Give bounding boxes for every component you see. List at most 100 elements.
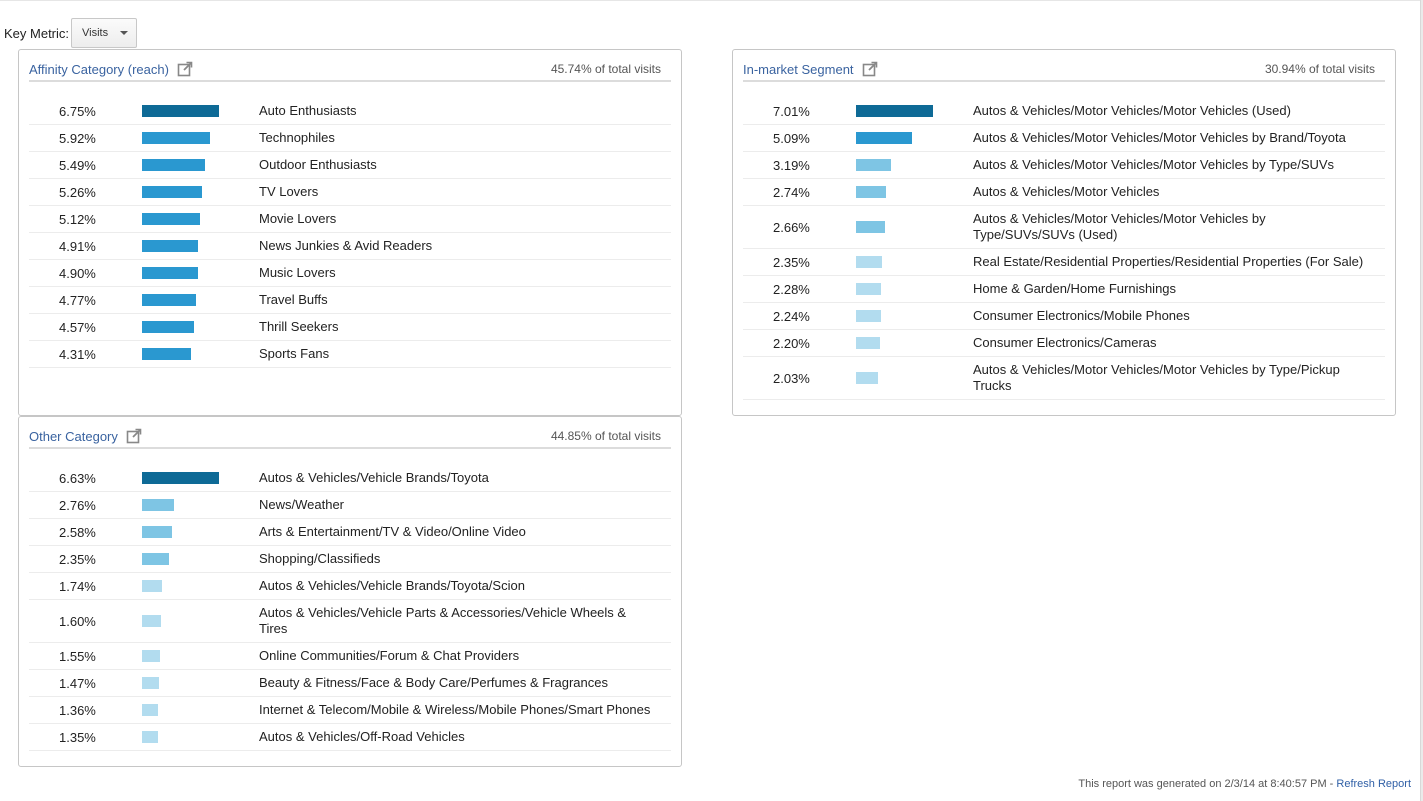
inmarket-panel-title[interactable]: In-market Segment (743, 61, 854, 77)
list-item: 5.09% Autos & Vehicles/Motor Vehicles/Mot… (743, 125, 1385, 152)
row-percentage: 1.36% (59, 702, 96, 718)
bar-track (142, 650, 259, 662)
row-label: Beauty & Fitness/Face & Body Care/Perfum… (259, 675, 608, 690)
percentage-bar (856, 337, 880, 349)
external-link-icon[interactable] (177, 61, 193, 77)
list-item: 1.35% Autos & Vehicles/Off-Road Vehicles (29, 724, 671, 751)
bar-track (142, 677, 259, 689)
bar-track (142, 472, 259, 484)
list-item: 1.36% Internet & Telecom/Mobile & Wireles… (29, 697, 671, 724)
list-item: 5.92% Technophiles (29, 125, 671, 152)
row-label: Outdoor Enthusiasts (259, 157, 377, 172)
list-item: 1.74% Autos & Vehicles/Vehicle Brands/Toy… (29, 573, 671, 600)
row-percentage: 4.91% (59, 238, 96, 254)
row-percentage: 4.31% (59, 346, 96, 362)
percentage-bar (142, 159, 205, 171)
row-label: Shopping/Classifieds (259, 551, 381, 566)
bar-track (142, 553, 259, 565)
percentage-bar (856, 105, 933, 117)
row-label: Autos & Vehicles/Motor Vehicles/Motor Ve… (973, 103, 1291, 118)
bar-track (142, 348, 259, 360)
percentage-bar (142, 240, 198, 252)
report-footer: This report was generated on 2/3/14 at 8… (1078, 778, 1411, 790)
bar-track (142, 132, 259, 144)
bar-track (142, 704, 259, 716)
percentage-bar (856, 283, 881, 295)
row-label: Autos & Vehicles/Motor Vehicles/Motor Ve… (973, 362, 1340, 393)
row-percentage: 2.35% (773, 254, 810, 270)
list-item: 6.75% Auto Enthusiasts (29, 98, 671, 125)
row-percentage: 4.77% (59, 292, 96, 308)
external-link-icon[interactable] (126, 428, 142, 444)
bar-track (856, 256, 973, 268)
external-link-icon[interactable] (862, 61, 878, 77)
other-panel-title[interactable]: Other Category (29, 428, 118, 444)
list-item: 6.63% Autos & Vehicles/Vehicle Brands/Toy… (29, 465, 671, 492)
percentage-bar (856, 372, 878, 384)
affinity-total-visits: 45.74% of total visits (550, 62, 661, 76)
list-item: 4.31% Sports Fans (29, 341, 671, 368)
row-percentage: 7.01% (773, 103, 810, 119)
bar-track (142, 499, 259, 511)
row-percentage: 5.92% (59, 130, 96, 146)
list-item: 5.12% Movie Lovers (29, 206, 671, 233)
row-label: News/Weather (259, 497, 345, 512)
bar-track (856, 159, 973, 171)
percentage-bar (856, 310, 881, 322)
row-label: Autos & Vehicles/Vehicle Parts & Accesso… (259, 605, 627, 636)
percentage-bar (142, 499, 174, 511)
percentage-bar (142, 348, 191, 360)
row-label: Consumer Electronics/Mobile Phones (973, 308, 1190, 323)
row-label: Thrill Seekers (259, 319, 339, 334)
generated-timestamp: This report was generated on 2/3/14 at 8… (1078, 778, 1337, 790)
percentage-bar (856, 221, 885, 233)
other-rows: 6.63% Autos & Vehicles/Vehicle Brands/Toy… (29, 465, 671, 751)
inmarket-rows: 7.01% Autos & Vehicles/Motor Vehicles/Mot… (743, 98, 1385, 400)
row-percentage: 6.75% (59, 103, 96, 119)
row-label: Internet & Telecom/Mobile & Wireless/Mob… (259, 702, 651, 717)
affinity-panel-title[interactable]: Affinity Category (reach) (29, 61, 169, 77)
row-percentage: 1.60% (59, 613, 96, 629)
key-metric-control: Key Metric: Visits (4, 18, 138, 48)
percentage-bar (142, 294, 196, 306)
affinity-rows: 6.75% Auto Enthusiasts 5.92% Technophiles 5.… (29, 98, 671, 368)
row-label: Autos & Vehicles/Motor Vehicles/Motor Ve… (973, 211, 1266, 242)
row-percentage: 2.20% (773, 335, 810, 351)
row-percentage: 2.28% (773, 281, 810, 297)
percentage-bar (142, 213, 200, 225)
panel-header: In-market Segment 30.94% of total visits (743, 58, 1385, 82)
refresh-report-link[interactable]: Refresh Report (1336, 778, 1411, 790)
list-item: 3.19% Autos & Vehicles/Motor Vehicles/Mot… (743, 152, 1385, 179)
bar-track (856, 221, 973, 233)
list-item: 5.49% Outdoor Enthusiasts (29, 152, 671, 179)
percentage-bar (142, 704, 158, 716)
list-item: 2.74% Autos & Vehicles/Motor Vehicles (743, 179, 1385, 206)
other-total-visits: 44.85% of total visits (550, 429, 661, 443)
percentage-bar (142, 105, 219, 117)
bar-track (142, 213, 259, 225)
row-label: Sports Fans (259, 346, 330, 361)
percentage-bar (142, 526, 172, 538)
row-percentage: 1.55% (59, 648, 96, 664)
list-item: 7.01% Autos & Vehicles/Motor Vehicles/Mot… (743, 98, 1385, 125)
row-label: TV Lovers (259, 184, 319, 199)
in-market-segment-panel: In-market Segment 30.94% of total visits… (732, 49, 1396, 416)
row-label: Online Communities/Forum & Chat Provider… (259, 648, 520, 663)
list-item: 2.03% Autos & Vehicles/Motor Vehicles/Mot… (743, 357, 1385, 400)
list-item: 2.66% Autos & Vehicles/Motor Vehicles/Mot… (743, 206, 1385, 249)
row-percentage: 6.63% (59, 470, 96, 486)
list-item: 1.47% Beauty & Fitness/Face & Body Care/P… (29, 670, 671, 697)
key-metric-dropdown[interactable]: Visits (71, 18, 138, 48)
row-label: Autos & Vehicles/Motor Vehicles/Motor Ve… (973, 130, 1346, 145)
list-item: 5.26% TV Lovers (29, 179, 671, 206)
bar-track (142, 159, 259, 171)
list-item: 2.35% Real Estate/Residential Properties/… (743, 249, 1385, 276)
row-percentage: 5.09% (773, 130, 810, 146)
top-divider (0, 0, 1423, 1)
chevron-down-icon (120, 31, 129, 35)
affinity-category-panel: Affinity Category (reach) 45.74% of tota… (18, 49, 682, 416)
percentage-bar (142, 132, 210, 144)
bar-track (142, 294, 259, 306)
row-label: News Junkies & Avid Readers (259, 238, 433, 253)
scrollbar-edge[interactable] (1420, 0, 1423, 801)
